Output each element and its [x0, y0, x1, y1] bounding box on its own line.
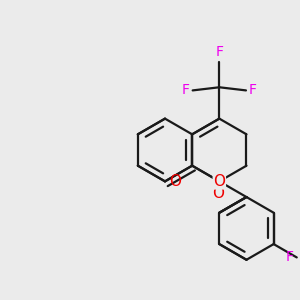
Text: F: F	[215, 46, 223, 59]
Text: O: O	[169, 174, 181, 189]
Text: F: F	[286, 250, 293, 264]
Text: F: F	[249, 83, 257, 98]
Text: O: O	[213, 174, 225, 189]
Text: F: F	[182, 83, 190, 98]
Text: O: O	[212, 186, 224, 201]
